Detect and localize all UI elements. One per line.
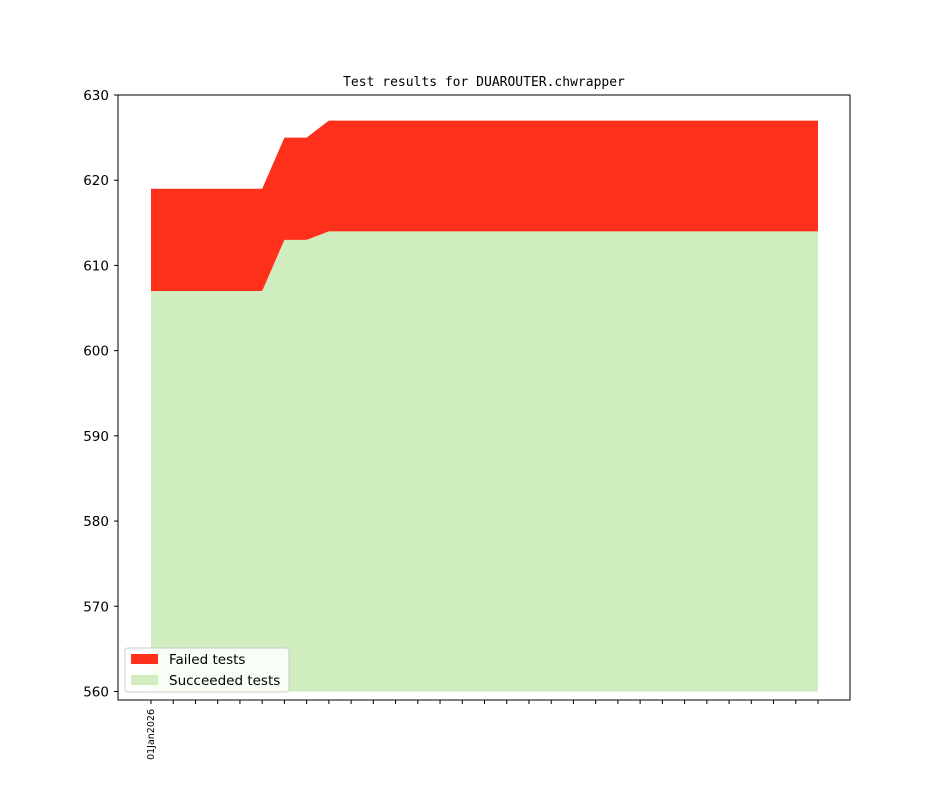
y-tick-label: 620 [83, 173, 109, 189]
legend-label-failed: Failed tests [169, 652, 245, 668]
chart-title: Test results for DUAROUTER.chwrapper [343, 75, 625, 90]
y-tick-label: 610 [83, 258, 109, 274]
legend-swatch-succeeded [131, 675, 158, 685]
y-axis: 560 570 580 590 600 610 620 630 [83, 88, 118, 700]
legend-label-succeeded: Succeeded tests [169, 673, 280, 689]
y-tick-label: 630 [83, 88, 109, 104]
plot-areas [151, 120, 818, 692]
x-axis: 01Jan2026 [146, 700, 819, 760]
y-tick-label: 560 [83, 684, 109, 700]
area-succeeded-tests [151, 231, 818, 692]
y-tick-label: 570 [83, 599, 109, 615]
x-tick-label: 01Jan2026 [146, 709, 157, 760]
legend: Failed tests Succeeded tests [124, 647, 290, 693]
y-tick-label: 590 [83, 429, 109, 445]
y-tick-label: 580 [83, 514, 109, 530]
area-failed-tests [151, 120, 818, 291]
y-tick-label: 600 [83, 344, 109, 360]
legend-swatch-failed [131, 654, 158, 664]
legend-box [124, 647, 290, 693]
